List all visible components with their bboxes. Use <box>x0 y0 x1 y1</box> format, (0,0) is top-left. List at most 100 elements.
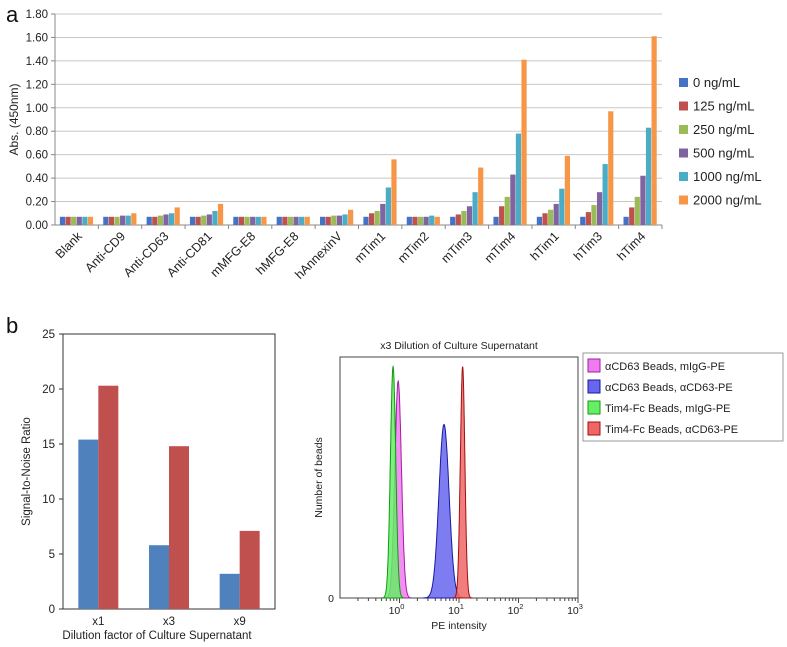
bar <box>521 59 527 225</box>
bar <box>559 188 565 225</box>
bar <box>580 216 586 225</box>
bar <box>374 210 380 225</box>
y-tick-label: 1.00 <box>26 103 48 115</box>
bar <box>152 216 158 225</box>
bar <box>238 216 245 225</box>
bar <box>564 155 571 225</box>
bar <box>282 216 288 225</box>
bar <box>168 213 175 225</box>
y-tick-label: 1.20 <box>26 79 48 91</box>
legend-swatch <box>679 78 688 87</box>
legend-swatch <box>587 358 601 373</box>
bar <box>287 216 294 225</box>
x-tick-label: Anti-CD63 <box>121 229 172 280</box>
bar <box>325 216 331 225</box>
x-tick-label: 102 <box>508 602 524 617</box>
bar <box>342 214 348 225</box>
x-tick-label: hAnnexinV <box>292 229 345 282</box>
x-tick-label: x9 <box>234 616 246 628</box>
bar <box>125 215 131 225</box>
x-tick-label: x3 <box>163 616 175 628</box>
y-tick-label: 5 <box>49 549 55 561</box>
x-tick-label: Anti-CD9 <box>82 229 128 275</box>
chart-title: x3 Dilution of Culture Supernatant <box>380 340 538 352</box>
legend-label: αCD63 Beads, αCD63-PE <box>605 382 733 394</box>
y-tick-label: 1.40 <box>26 56 48 68</box>
legend-swatch <box>679 195 688 205</box>
legend-label: 125 ng/mL <box>693 99 754 114</box>
bar <box>331 215 337 225</box>
x-tick-label: hTim4 <box>614 229 648 263</box>
bar <box>255 216 261 225</box>
bar <box>336 215 343 225</box>
bar <box>114 216 120 225</box>
histogram-peak <box>381 365 405 599</box>
x-tick-label: mTim4 <box>482 229 519 266</box>
bar <box>87 216 94 225</box>
chart-b-signal-to-noise: 0 5 10 15 20 25 Signal-to-Noise Ratio x1 x3 x9 Dil… <box>21 329 276 642</box>
legend-swatch <box>587 379 601 394</box>
bar <box>82 216 88 225</box>
x-tick-exponent: 3 <box>579 602 583 611</box>
bar <box>103 216 109 225</box>
x-axis-title: PE intensity <box>431 620 487 632</box>
bar <box>108 216 115 225</box>
bar <box>98 385 119 609</box>
bar <box>217 203 224 225</box>
chart-a: 0.00 0.20 0.40 0.60 0.80 1.00 1.20 1.40 1.60 1.80… <box>7 9 762 282</box>
x-tick-label: mTim2 <box>395 229 432 266</box>
y-tick-label: 15 <box>42 439 55 451</box>
bar <box>293 216 299 225</box>
bar <box>608 111 614 225</box>
histogram-peak <box>453 366 473 599</box>
bar <box>504 196 510 225</box>
bar <box>276 216 282 225</box>
x-tick-base: 10 <box>508 605 520 617</box>
y-tick-label: 20 <box>42 384 55 396</box>
y-tick-label: 25 <box>42 329 55 341</box>
y-tick-label: 0.40 <box>26 173 48 185</box>
bar <box>472 192 478 225</box>
y-axis-title: Number of beads <box>313 437 325 518</box>
x-tick-label: mMFG-E8 <box>208 229 259 280</box>
x-tick-base: 10 <box>389 605 401 617</box>
bar <box>553 203 559 225</box>
y-tick-label: 0.60 <box>26 150 48 162</box>
bar <box>591 205 597 225</box>
y-tick-label: 0 <box>328 593 334 605</box>
bar <box>499 206 505 225</box>
bar <box>65 216 71 225</box>
bar <box>157 215 163 225</box>
bar <box>149 545 169 609</box>
legend-label: 0 ng/mL <box>693 75 740 90</box>
bar <box>120 215 126 225</box>
legend-swatch <box>679 148 688 158</box>
bar <box>417 216 424 225</box>
bar <box>239 530 260 609</box>
y-axis-title: Signal-to-Noise Ratio <box>21 417 33 526</box>
legend-swatch <box>587 421 601 436</box>
bar <box>542 213 548 225</box>
legend-label: Tim4-Fc Beads, αCD63-PE <box>605 424 738 436</box>
bar <box>640 175 646 225</box>
bar <box>244 216 250 225</box>
bar <box>536 216 543 225</box>
legend-label: 1000 ng/mL <box>693 169 762 184</box>
x-tick-label: 101 <box>448 602 464 617</box>
bar <box>478 167 484 225</box>
legend-swatch <box>587 400 601 415</box>
panel-a-letter: a <box>6 2 19 27</box>
bar <box>348 209 354 225</box>
bar <box>510 174 516 225</box>
y-axis-title: Abs. (450nm) <box>7 83 21 155</box>
x-tick-label: 103 <box>567 602 583 617</box>
bar <box>406 216 412 225</box>
x-tick-label: mTim1 <box>352 229 389 266</box>
x-tick-exponent: 2 <box>519 602 523 611</box>
bar <box>602 164 608 225</box>
legend-label: 250 ng/mL <box>693 122 754 137</box>
legend-swatch <box>679 125 688 134</box>
bar <box>450 216 456 225</box>
